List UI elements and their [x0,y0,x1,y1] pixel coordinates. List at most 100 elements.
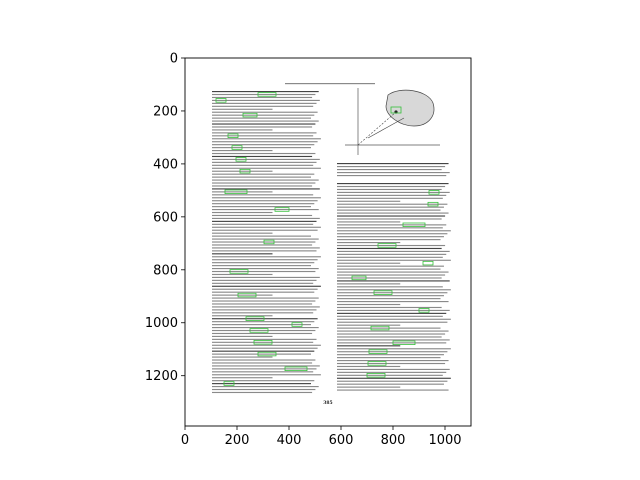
text-line [337,365,401,368]
text-line [212,294,273,296]
text-line [212,335,273,337]
text-line [337,253,447,255]
text-line [212,291,315,293]
text-line [212,170,273,172]
x-tick-label: 1000 [428,433,461,448]
text-line [212,391,313,394]
text-line [337,188,442,191]
text-line [212,161,317,163]
text-line [337,280,450,282]
text-line [337,215,446,217]
text-line [337,183,449,185]
text-line [212,188,320,190]
text-line [212,383,311,385]
highlight-box [368,349,388,354]
text-line [337,200,401,202]
text-line [212,288,318,290]
highlight-box [274,207,290,212]
x-tick-label: 400 [277,433,302,448]
text-line [337,324,401,326]
text-line [337,230,451,232]
text-line [212,327,319,329]
x-tick-label: 0 [181,433,189,448]
highlight-box [377,243,397,248]
text-line [337,295,444,297]
highlight-box [224,189,248,194]
text-line [212,238,319,240]
text-line [337,301,449,303]
text-line [212,129,273,131]
text-line [337,336,442,338]
text-line [212,303,313,305]
text-line [212,265,311,267]
text-line [212,91,319,93]
text-line [337,380,448,382]
highlight-box [422,260,434,266]
text-line [212,329,316,332]
highlight-box [257,351,277,357]
text-line [337,298,441,300]
highlight-box [291,322,303,327]
highlight-box [284,366,308,371]
text-line [212,380,315,382]
text-line [212,200,318,202]
y-tick-label: 800 [153,263,178,278]
text-line [212,359,316,361]
text-line [337,242,401,244]
text-line [337,386,401,388]
text-line [337,348,451,350]
text-line [212,120,319,122]
figure-blob [385,89,435,127]
text-line [212,105,314,107]
highlight-box [237,292,257,298]
text-line [212,256,321,258]
text-line [337,362,446,365]
text-line [337,185,446,188]
highlight-box [367,361,387,366]
text-line [337,259,451,261]
text-line [212,250,317,252]
text-line [212,279,317,281]
text-line [212,194,314,196]
text-line [212,318,318,320]
text-line [212,338,317,340]
text-line [212,388,316,391]
text-line [337,265,444,267]
text-line [337,277,442,279]
document-image: 385 [205,72,459,420]
text-line [337,333,446,335]
text-line [337,172,450,174]
running-header [285,83,375,85]
text-line [212,270,316,273]
text-line [212,150,273,152]
highlight-box [242,112,258,118]
text-line [212,141,318,143]
highlight-box [392,340,416,345]
text-line [212,253,273,255]
text-line [337,169,442,171]
text-line [337,191,450,193]
text-line [212,297,319,299]
y-tick-label: 200 [153,104,178,119]
text-line [212,191,273,193]
text-line [212,315,273,317]
text-line [212,276,320,278]
text-line [212,386,319,388]
highlight-box [373,290,393,295]
text-line [212,232,273,234]
x-tick-label: 800 [381,433,406,448]
y-tick-label: 1200 [145,369,178,384]
y-axis: 0 200 400 600 800 1000 1200 [145,52,185,384]
highlight-box [249,328,269,333]
text-line [212,229,318,231]
text-line [337,194,447,196]
highlight-box [351,275,367,281]
text-line [337,312,447,314]
text-line [337,339,450,341]
text-line [337,227,443,229]
text-line [337,233,448,235]
text-line [212,341,314,343]
text-line [212,203,315,205]
text-line [212,273,273,276]
text-line [337,345,401,347]
